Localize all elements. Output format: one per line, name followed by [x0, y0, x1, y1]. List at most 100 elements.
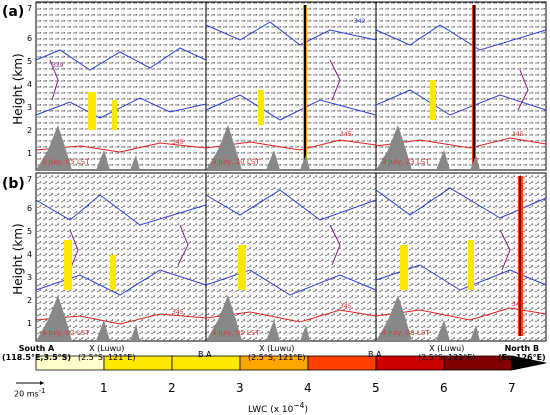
- x-label-north: North B (Eq,126°E): [498, 344, 546, 362]
- contour-label: 345: [512, 301, 524, 308]
- colorbar: [35, 355, 547, 371]
- purple-contour: [499, 229, 511, 271]
- scale-arrow-label: 20 ms-1: [14, 387, 46, 399]
- red-contour: [375, 137, 547, 149]
- terrain: [130, 325, 140, 341]
- lwc-shading: [110, 255, 116, 290]
- colorbar-tick: 3: [236, 381, 244, 395]
- terrain: [206, 295, 242, 341]
- blue-contour: [35, 194, 207, 226]
- panel-row-b: [35, 172, 547, 342]
- blue-contour: [35, 97, 207, 119]
- y-tick: 2: [27, 296, 33, 305]
- terrain: [436, 320, 450, 341]
- lwc-shading: [88, 92, 96, 130]
- colorbar-tick: 2: [168, 381, 176, 395]
- panel-time-label: 4 July, 05 LST: [212, 329, 260, 337]
- contour-label: 339: [52, 62, 64, 69]
- purple-contour: [517, 69, 529, 111]
- y-tick: 5: [27, 57, 33, 66]
- purple-contour: [329, 59, 341, 101]
- purple-contour: [49, 59, 59, 101]
- y-tick: 1: [27, 149, 33, 158]
- lwc-shading: [400, 245, 408, 290]
- lwc-shading: [519, 176, 521, 336]
- terrain: [266, 320, 280, 341]
- lwc-shading: [473, 5, 475, 165]
- terrain: [300, 325, 310, 341]
- colorbar-tick: 7: [508, 381, 516, 395]
- panel-b-label: (b): [2, 176, 25, 192]
- x-label-luwu: X (Luwu) (2.5°S, 121°E): [418, 344, 475, 362]
- y-tick: 1: [27, 319, 33, 328]
- lwc-shading: [468, 240, 474, 290]
- luwu-coord: (2.5°S, 121°E): [78, 353, 136, 362]
- red-contour: [35, 313, 207, 325]
- y-tick: 2: [27, 126, 33, 135]
- colorbar-tick: 1: [100, 381, 108, 395]
- y-tick: 3: [27, 273, 33, 282]
- terrain: [130, 155, 140, 170]
- x-label-ba: B A: [198, 350, 212, 359]
- luwu-marker: X (Luwu): [429, 344, 465, 353]
- luwu-coord: (2.5°S, 121°E): [248, 353, 306, 362]
- luwu-marker: X (Luwu): [259, 344, 295, 353]
- contour-label: 345: [172, 139, 184, 146]
- terrain: [36, 125, 72, 170]
- contour-label: 345: [172, 309, 184, 316]
- blue-contour: [205, 269, 377, 296]
- panel-time-label: 3 July, 20 LST: [212, 158, 260, 166]
- terrain: [436, 150, 450, 170]
- scale-arrow-head: [40, 381, 44, 385]
- y-tick: 7: [27, 4, 33, 13]
- blue-contour: [205, 94, 377, 121]
- lwc-shading: [64, 240, 72, 290]
- colorbar-tick: 5: [372, 381, 380, 395]
- colorbar-segment: [307, 355, 377, 371]
- terrain: [300, 155, 310, 170]
- panel-time-label: 3 July, 23 LST: [382, 158, 430, 166]
- luwu-marker: X (Luwu): [89, 344, 125, 353]
- y-tick: 7: [27, 175, 33, 184]
- x-label-luwu: X (Luwu) (2.5°S, 121°E): [78, 344, 135, 362]
- y-tick: 4: [27, 80, 33, 89]
- red-contour: [205, 309, 377, 323]
- terrain: [96, 150, 110, 170]
- y-tick: 3: [27, 103, 33, 112]
- purple-contour: [329, 224, 341, 266]
- red-contour: [205, 139, 377, 151]
- contour-label: 342: [354, 18, 366, 25]
- terrain: [376, 295, 412, 341]
- colorbar-segment: [511, 355, 547, 371]
- terrain: [96, 320, 110, 341]
- colorbar-title: LWC (x 10−4): [248, 401, 308, 415]
- terrain: [36, 295, 72, 341]
- panel-a-frame: [35, 1, 547, 171]
- y-tick: 6: [27, 204, 33, 213]
- blue-contour: [35, 47, 207, 71]
- lwc-shading: [238, 245, 246, 290]
- lwc-shading: [304, 5, 306, 165]
- north-coord-label: (Eq,126°E): [498, 353, 546, 362]
- terrain: [206, 125, 242, 170]
- x-label-south: South A (118.5°E,3.5°S): [2, 344, 71, 362]
- red-contour: [35, 142, 207, 153]
- blue-contour: [375, 89, 547, 116]
- contour-label: 345: [340, 303, 352, 310]
- lwc-shading: [258, 90, 264, 125]
- terrain: [376, 125, 412, 170]
- y-tick: 5: [27, 227, 33, 236]
- colorbar-tick: 4: [304, 381, 312, 395]
- panel-row-a: [35, 1, 547, 171]
- lwc-shading: [112, 100, 117, 130]
- panel-time-label: 4 July, 02 LST: [42, 329, 90, 337]
- panel-time-label: 4 July, 08 LST: [382, 329, 430, 337]
- panel-time-label: 3 July, 05 LST: [42, 158, 90, 166]
- contour-label: 345: [340, 131, 352, 138]
- terrain: [470, 325, 480, 341]
- panel-b-frame: [35, 172, 547, 342]
- blue-contour: [205, 189, 377, 221]
- luwu-coord: (2.5°S, 121°E): [418, 353, 476, 362]
- panel-a-label: (a): [2, 4, 25, 20]
